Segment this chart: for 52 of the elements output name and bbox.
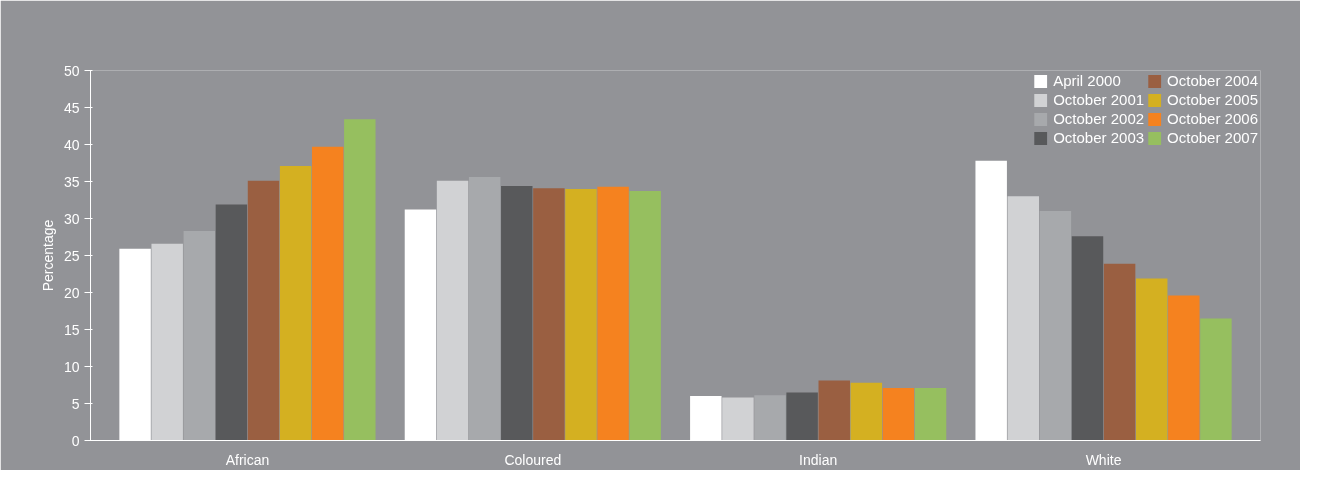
y-tick-label: 20	[63, 284, 80, 301]
bar	[247, 180, 280, 441]
bar	[914, 387, 947, 441]
bar	[1071, 236, 1104, 441]
bar	[279, 165, 312, 441]
x-tick-label: Indian	[799, 451, 838, 468]
bar	[754, 395, 786, 441]
bar	[436, 180, 469, 441]
bar	[1007, 196, 1040, 441]
bar	[597, 186, 629, 441]
x-tick-label: White	[1085, 451, 1122, 468]
y-tick-label: 30	[63, 210, 80, 227]
y-tick-label: 15	[63, 321, 80, 338]
legend-label: October 2006	[1167, 110, 1258, 127]
legend-label: October 2003	[1053, 129, 1145, 146]
legend-label: October 2007	[1167, 129, 1258, 146]
bar	[818, 380, 850, 441]
bar	[1039, 211, 1072, 441]
bar	[344, 119, 376, 441]
bar	[882, 387, 915, 441]
bar	[1103, 263, 1136, 441]
bar	[1168, 295, 1200, 441]
bar	[151, 243, 183, 441]
bar	[468, 177, 501, 441]
bar	[311, 146, 344, 441]
legend-label: October 2002	[1053, 110, 1145, 127]
bar	[215, 204, 248, 441]
bar	[1135, 278, 1168, 441]
bar	[183, 231, 216, 441]
bar	[629, 191, 661, 441]
bar	[565, 188, 597, 441]
bar	[786, 392, 818, 441]
bar	[1200, 318, 1232, 441]
bar	[533, 188, 565, 441]
legend-label: April 2000	[1053, 72, 1121, 89]
y-tick-label: 35	[63, 173, 80, 190]
legend-label: October 2001	[1053, 91, 1145, 108]
y-tick-label: 0	[71, 432, 80, 449]
y-tick-label: 50	[63, 62, 80, 79]
bar	[501, 185, 533, 441]
bar	[850, 382, 883, 441]
legend-label: October 2004	[1167, 72, 1258, 89]
x-tick-label: African	[225, 451, 270, 468]
legend-label: October 2005	[1167, 91, 1258, 108]
y-axis-title: Percentage	[39, 219, 56, 292]
y-tick-label: 45	[63, 99, 80, 116]
y-tick-label: 10	[63, 358, 80, 375]
bar	[722, 397, 754, 441]
x-tick-label: Coloured	[504, 451, 562, 468]
y-tick-label: 25	[63, 247, 80, 264]
y-tick-label: 5	[71, 395, 80, 412]
y-tick-label: 40	[63, 136, 80, 153]
